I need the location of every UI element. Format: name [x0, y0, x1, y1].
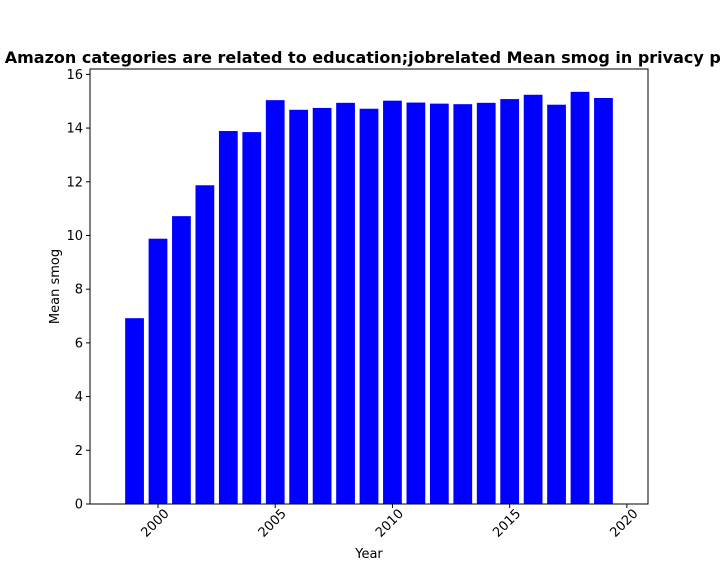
y-tick-label: 14	[66, 122, 83, 137]
bar-2017	[547, 104, 566, 505]
bar-2018	[570, 91, 590, 505]
y-tick-label: 10	[66, 229, 83, 244]
x-axis-ticks: 2000 2005 2010 2015 2020	[139, 504, 641, 541]
y-tick-label: 0	[75, 498, 83, 513]
x-axis-label: Year	[354, 547, 383, 562]
y-axis-label: Mean smog	[48, 249, 63, 324]
x-tick-label: 2010	[373, 507, 407, 541]
bar-2008	[336, 102, 355, 504]
x-tick-label: 2015	[490, 507, 524, 541]
y-tick-label: 4	[75, 390, 83, 405]
bar-2001	[172, 216, 191, 505]
bar-2015	[500, 99, 520, 505]
bar-2000	[148, 238, 168, 504]
bar-2003	[218, 131, 238, 504]
y-tick-label: 8	[75, 283, 83, 298]
bar-2009	[359, 108, 379, 505]
bar-2013	[453, 104, 473, 504]
bar-2011	[406, 102, 426, 504]
bar-2002	[195, 185, 215, 504]
x-tick-label: 2000	[139, 507, 173, 541]
y-tick-label: 6	[75, 336, 83, 351]
bar-2004	[242, 132, 262, 504]
bar-1999	[125, 318, 144, 504]
bar-2014	[476, 102, 496, 504]
bar-2019	[594, 98, 613, 504]
bars-group	[125, 91, 613, 505]
bar-2006	[289, 109, 309, 504]
y-tick-label: 2	[75, 444, 83, 459]
chart-title: Top ranking: Amazon categories are relat…	[0, 48, 720, 67]
y-tick-label: 12	[66, 175, 83, 190]
bar-2007	[312, 107, 332, 505]
bar-2010	[383, 100, 402, 505]
x-tick-label: 2020	[607, 507, 641, 541]
bar-2005	[265, 100, 285, 505]
y-axis-ticks: 0 2 4 6 8 10 12 14 16	[66, 68, 90, 513]
x-tick-label: 2005	[256, 507, 290, 541]
y-tick-label: 16	[66, 68, 83, 83]
bar-2016	[523, 94, 543, 505]
plot-frame	[89, 68, 649, 505]
bar-2012	[429, 103, 449, 504]
